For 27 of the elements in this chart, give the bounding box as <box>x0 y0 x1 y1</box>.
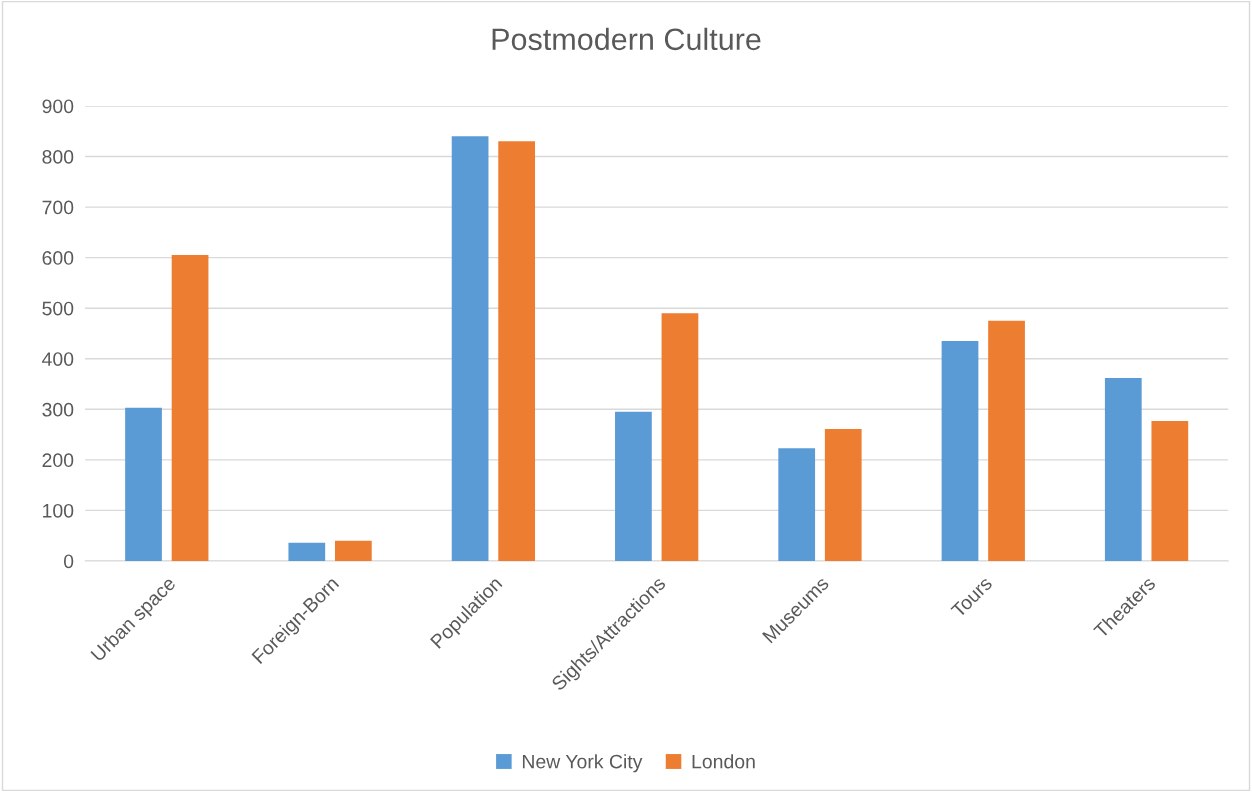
bar <box>334 540 372 561</box>
bar <box>288 542 326 561</box>
bar <box>1151 420 1189 561</box>
bar <box>615 411 652 561</box>
y-tick-label: 300 <box>42 402 74 417</box>
bar <box>1104 377 1142 561</box>
bar <box>498 141 536 561</box>
y-tick-label: 200 <box>42 453 74 468</box>
y-tick-label: 900 <box>42 99 74 114</box>
y-tick-label: 100 <box>43 503 74 518</box>
bar <box>824 429 862 561</box>
chart-title: Postmodern Culture <box>492 27 761 51</box>
bar <box>988 320 1025 561</box>
y-tick-label: 0 <box>63 554 74 569</box>
legend-label: New York City <box>522 754 643 773</box>
bar <box>125 407 162 561</box>
bar <box>778 448 816 561</box>
y-tick-label: 400 <box>42 352 74 366</box>
bar <box>941 341 979 561</box>
bar <box>661 313 699 561</box>
y-tick-label: 700 <box>42 200 74 215</box>
legend-label: London <box>692 754 755 769</box>
bar <box>171 255 209 561</box>
bar <box>451 136 489 561</box>
y-tick-label: 600 <box>42 251 74 265</box>
y-tick-label: 800 <box>42 149 74 164</box>
y-tick-label: 500 <box>42 301 74 316</box>
